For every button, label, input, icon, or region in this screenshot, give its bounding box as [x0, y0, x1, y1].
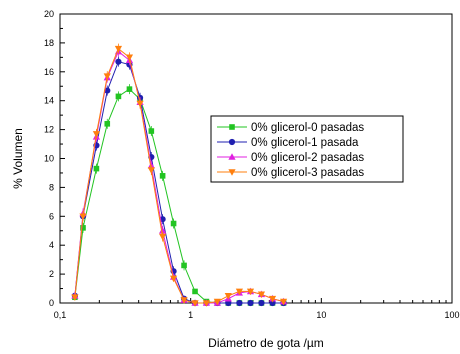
triangle-down-marker	[159, 233, 167, 241]
triangle-down-marker	[125, 54, 134, 62]
triangle-down-marker	[235, 288, 243, 296]
x-tick-label: 100	[444, 310, 459, 320]
triangle-up-marker	[228, 153, 236, 160]
y-tick-label: 18	[44, 38, 54, 48]
triangle-down-marker	[103, 73, 111, 80]
circle-marker	[258, 299, 265, 307]
y-tick-label: 6	[49, 211, 54, 221]
triangle-down-marker	[114, 45, 123, 53]
legend-item: 0% glicerol-1 pasada	[217, 137, 359, 149]
square-marker	[159, 173, 166, 179]
y-tick-label: 10	[44, 154, 54, 164]
triangle-down-marker	[228, 169, 236, 176]
triangle-down-marker	[147, 167, 155, 174]
square-marker	[80, 225, 86, 231]
y-tick-label: 0	[49, 298, 54, 308]
y-tick-label: 14	[44, 96, 54, 106]
x-tick-label: 10	[316, 310, 326, 320]
x-axis: 0,1 1 10 100	[54, 298, 460, 320]
legend-label: 0% glicerol-3 pasadas	[251, 167, 364, 179]
square-marker	[104, 121, 111, 127]
circle-marker	[104, 87, 111, 94]
y-tick-label: 2	[49, 269, 54, 279]
triangle-down-marker	[92, 131, 101, 138]
y-tick-label: 4	[49, 240, 54, 250]
y-tick-label: 20	[44, 9, 54, 19]
legend-item: 0% glicerol-0 pasadas	[217, 122, 364, 134]
x-tick-label: 1	[188, 310, 193, 320]
triangle-down-marker	[202, 300, 211, 307]
triangle-down-marker	[257, 291, 266, 299]
legend-label: 0% glicerol-2 pasadas	[251, 152, 364, 164]
square-marker	[148, 128, 155, 134]
triangle-down-marker	[191, 300, 199, 307]
square-marker	[181, 262, 187, 269]
square-marker	[115, 93, 122, 100]
triangle-down-marker	[279, 298, 288, 306]
series-3	[71, 43, 288, 307]
triangle-down-marker	[79, 213, 87, 221]
x-tick-label: 0,1	[54, 310, 67, 320]
y-tick-label: 12	[44, 125, 54, 135]
triangle-down-marker	[224, 292, 232, 300]
square-marker	[192, 288, 198, 295]
legend: 0% glicerol-0 pasadas 0% glicerol-1 pasad…	[210, 115, 404, 183]
circle-marker	[228, 138, 236, 146]
square-marker	[93, 165, 100, 172]
triangle-down-marker	[246, 288, 255, 296]
square-marker	[229, 124, 235, 130]
triangle-down-marker	[180, 297, 188, 304]
triangle-down-marker	[71, 294, 79, 302]
x-axis-title: Diámetro de gota /µm	[208, 336, 324, 350]
triangle-down-marker	[213, 298, 221, 306]
y-tick-label: 16	[44, 67, 54, 77]
y-axis: 0 2 4 6 8 10 12 14 16 18 20	[44, 9, 65, 308]
legend-item: 0% glicerol-2 pasadas	[217, 152, 364, 164]
triangle-down-marker	[268, 295, 277, 303]
legend-label: 0% glicerol-1 pasada	[251, 137, 359, 149]
circle-marker	[236, 299, 243, 307]
series-layer	[71, 43, 288, 307]
circle-marker	[247, 299, 254, 307]
circle-marker	[115, 58, 122, 65]
square-marker	[170, 220, 177, 227]
triangle-down-marker	[136, 100, 144, 108]
square-marker	[126, 86, 133, 92]
triangle-up-marker	[159, 226, 167, 234]
legend-item: 0% glicerol-3 pasadas	[217, 167, 364, 179]
triangle-down-marker	[169, 275, 178, 283]
y-tick-label: 8	[49, 182, 54, 192]
y-axis-title: % Volumen	[11, 128, 25, 189]
legend-label: 0% glicerol-0 pasadas	[251, 122, 364, 134]
